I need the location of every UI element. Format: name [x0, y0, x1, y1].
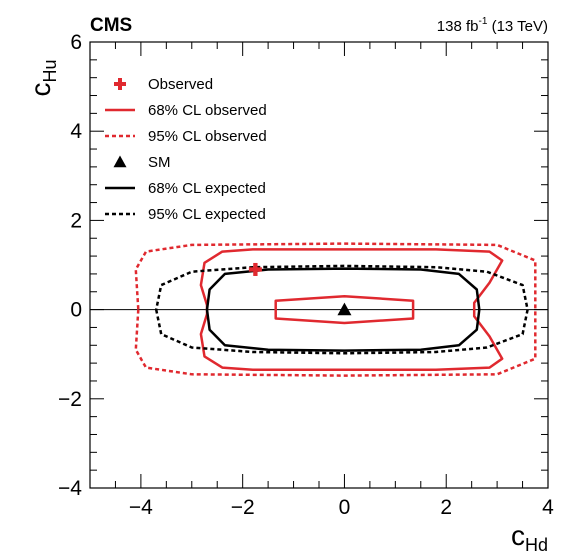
- x-tick-label: 2: [440, 496, 452, 519]
- legend-item: 68% CL expected: [105, 180, 266, 197]
- x-tick-label: 4: [542, 496, 554, 519]
- y-tick-label: −2: [58, 388, 82, 411]
- marker-observed-best-fit-v: [253, 262, 258, 276]
- legend: Observed 68% CL observed 95% CL observed SM…: [105, 76, 267, 223]
- legend-label: Observed: [148, 76, 213, 93]
- legend-item: 68% CL observed: [105, 102, 267, 119]
- legend-label: SM: [148, 154, 171, 171]
- y-axis-title-sub: Hu: [40, 59, 60, 82]
- contour-exp95: [154, 264, 529, 355]
- chart-header: CMS 138 fb-1 (13 TeV): [90, 15, 548, 36]
- axis-titles: cHu cHd: [25, 59, 548, 555]
- x-tick-label: −4: [129, 496, 153, 519]
- legend-item: Observed: [114, 76, 213, 93]
- legend-marker-cross-v: [118, 78, 122, 90]
- legend-label: 68% CL expected: [148, 180, 266, 197]
- contour-obs68-inner: [274, 294, 415, 325]
- luminosity-label: 138 fb-1 (13 TeV): [437, 16, 548, 35]
- legend-label: 68% CL observed: [148, 102, 267, 119]
- axes: −4 −2 0 2 4 −4 −2 0 2 4 6: [58, 31, 554, 519]
- y-axis-title-main: c: [25, 83, 56, 97]
- legend-item: 95% CL observed: [105, 128, 267, 145]
- contour-obs68-outer: [199, 248, 504, 372]
- luminosity-value: 138 fb: [437, 18, 479, 35]
- legend-marker-triangle: [113, 155, 127, 168]
- y-axis-title: cHu: [25, 59, 60, 96]
- plot-area: [90, 242, 548, 377]
- energy-label: (13 TeV): [487, 18, 548, 35]
- legend-item: 95% CL expected: [105, 206, 266, 223]
- x-axis-title: cHd: [511, 520, 548, 555]
- legend-label: 95% CL observed: [148, 128, 267, 145]
- x-tick-label: 0: [339, 496, 351, 519]
- marker-sm-point: [337, 302, 352, 316]
- y-tick-label: 2: [70, 209, 82, 232]
- y-tick-label: 6: [70, 31, 82, 54]
- y-tick-label: 4: [70, 120, 82, 143]
- x-tick-label: −2: [231, 496, 255, 519]
- y-tick-label: 0: [70, 299, 82, 322]
- luminosity-exponent: -1: [479, 16, 488, 27]
- legend-item: SM: [113, 154, 171, 171]
- legend-marker-cross: [114, 78, 126, 90]
- plot-content: [90, 242, 548, 377]
- marker-observed-best-fit: [248, 262, 262, 276]
- experiment-label: CMS: [90, 15, 132, 36]
- x-axis-title-main: c: [511, 520, 525, 551]
- y-tick-label: −4: [58, 477, 82, 500]
- x-axis-title-sub: Hd: [525, 535, 548, 555]
- legend-label: 95% CL expected: [148, 206, 266, 223]
